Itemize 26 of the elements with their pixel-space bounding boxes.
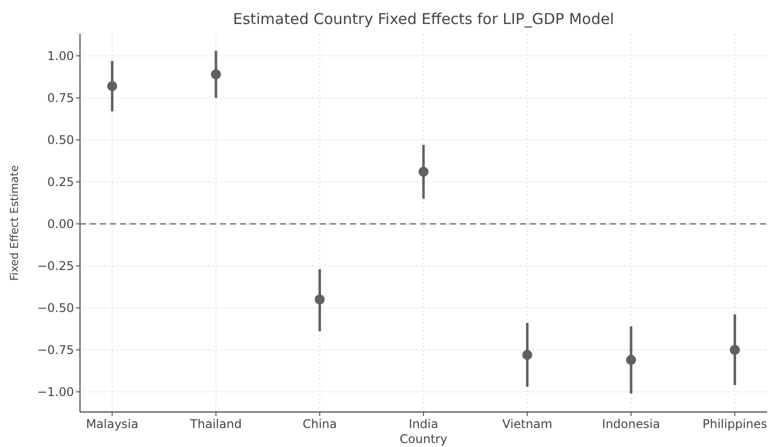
x-tick-label: Thailand: [189, 417, 242, 431]
y-tick-label: 0.50: [47, 133, 74, 148]
y-axis-title: Fixed Effect Estimate: [8, 164, 21, 281]
y-tick-label: 0.75: [47, 91, 74, 106]
point: [626, 354, 636, 365]
x-tick-label: Vietnam: [502, 417, 552, 431]
point: [210, 69, 221, 80]
y-tick-label: −0.50: [37, 301, 74, 316]
x-tick-label: Malaysia: [86, 417, 138, 431]
point: [314, 294, 325, 304]
x-tick-label: Indonesia: [602, 417, 660, 431]
y-tick-label: 1.00: [47, 49, 74, 64]
x-tick-label: China: [302, 417, 337, 431]
y-tick-label: −1.00: [37, 385, 74, 400]
x-tick-label: India: [408, 417, 438, 431]
x-axis-title: Country: [400, 432, 448, 446]
point: [522, 350, 532, 360]
y-tick-label: 0.00: [47, 217, 74, 232]
y-tick-label: −0.25: [37, 259, 74, 274]
point: [107, 81, 118, 92]
y-tick-label: 0.25: [47, 175, 74, 190]
y-tick-label: −0.75: [37, 343, 74, 358]
x-tick-label: Philippines: [702, 417, 768, 431]
chart-title: Estimated Country Fixed Effects for LIP_GDP Model: [232, 10, 614, 28]
point: [418, 166, 428, 177]
point: [730, 344, 740, 355]
